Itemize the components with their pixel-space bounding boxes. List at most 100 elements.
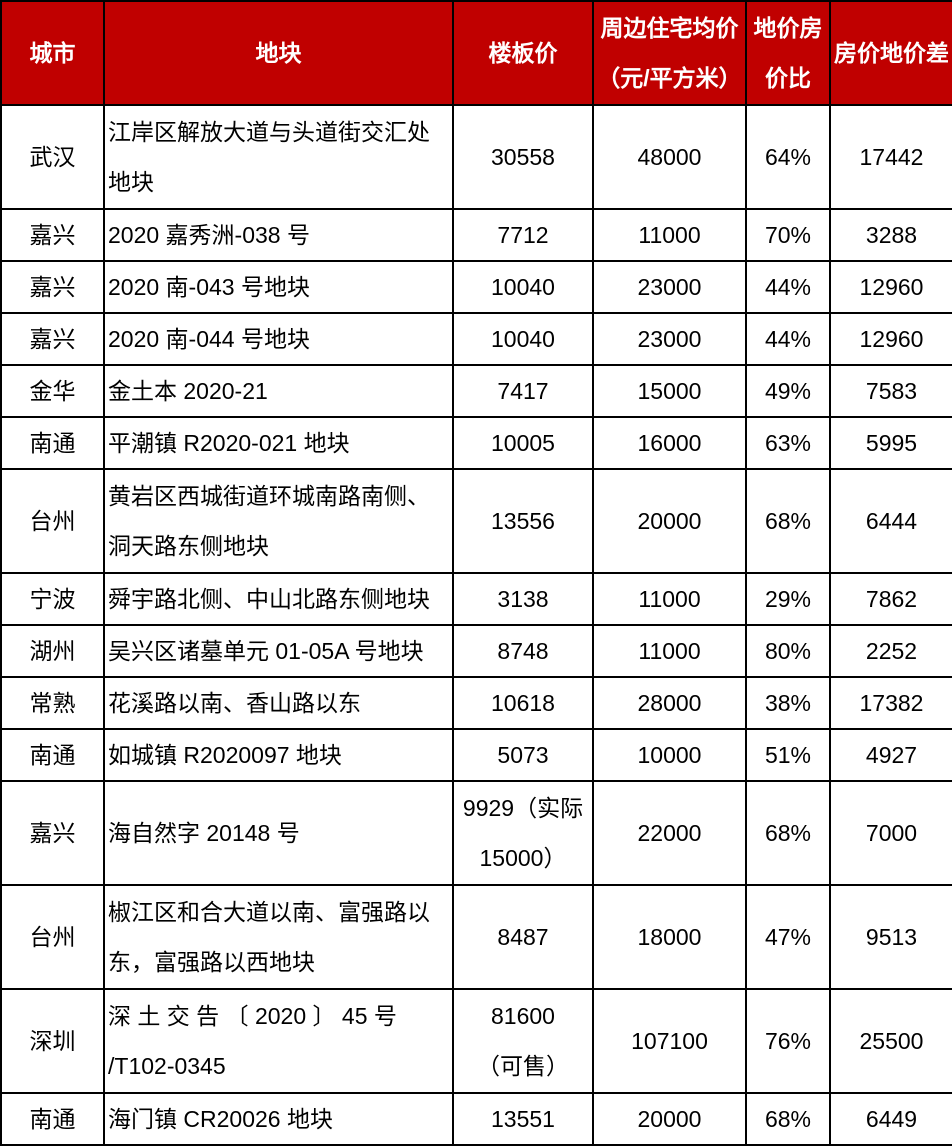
ratio-cell: 38% — [745, 676, 831, 730]
city-cell: 南通 — [0, 1092, 105, 1146]
plot-cell: 黄岩区西城街道环城南路南侧、 洞天路东侧地块 — [103, 468, 454, 574]
price-gap-cell: 6444 — [829, 468, 952, 574]
price-gap-cell: 9513 — [829, 884, 952, 990]
ratio-cell: 68% — [745, 780, 831, 886]
price-gap-cell: 12960 — [829, 312, 952, 366]
table-row: 常熟 花溪路以南、香山路以东 10618 28000 38% 17382 — [0, 676, 952, 730]
table-body: 武汉 江岸区解放大道与头道街交汇处 地块 30558 48000 64% 17442 嘉兴 2… — [0, 104, 952, 1146]
avg-price-cell: 10000 — [592, 728, 747, 782]
floor-price-cell: 7417 — [452, 364, 594, 418]
table-row: 南通 平潮镇 R2020-021 地块 10005 16000 63% 5995 — [0, 416, 952, 470]
city-cell: 金华 — [0, 364, 105, 418]
table-header: 城市 地块 楼板价 周边住宅均价 （元/平方米） 地价房 价比 房价地价差 — [0, 0, 952, 106]
ratio-cell: 49% — [745, 364, 831, 418]
header-row: 城市 地块 楼板价 周边住宅均价 （元/平方米） 地价房 价比 房价地价差 — [0, 0, 952, 106]
price-gap-cell: 3288 — [829, 208, 952, 262]
price-gap-cell: 12960 — [829, 260, 952, 314]
plot-cell: 深 土 交 告 〔 2020 〕 45 号 /T102-0345 — [103, 988, 454, 1094]
table-row: 嘉兴 2020 南-043 号地块 10040 23000 44% 12960 — [0, 260, 952, 314]
table-row: 宁波 舜宇路北侧、中山北路东侧地块 3138 11000 29% 7862 — [0, 572, 952, 626]
avg-price-cell: 22000 — [592, 780, 747, 886]
plot-cell: 吴兴区诸墓单元 01-05A 号地块 — [103, 624, 454, 678]
city-cell: 宁波 — [0, 572, 105, 626]
floor-price-cell: 8487 — [452, 884, 594, 990]
floor-price-cell: 7712 — [452, 208, 594, 262]
ratio-cell: 44% — [745, 312, 831, 366]
floor-price-cell: 8748 — [452, 624, 594, 678]
table-row: 台州 黄岩区西城街道环城南路南侧、 洞天路东侧地块 13556 20000 68% 644… — [0, 468, 952, 574]
ratio-cell: 76% — [745, 988, 831, 1094]
table-row: 湖州 吴兴区诸墓单元 01-05A 号地块 8748 11000 80% 2252 — [0, 624, 952, 678]
floor-price-cell: 9929（实际 15000） — [452, 780, 594, 886]
header-city: 城市 — [0, 0, 105, 106]
avg-price-cell: 28000 — [592, 676, 747, 730]
avg-price-cell: 18000 — [592, 884, 747, 990]
city-cell: 常熟 — [0, 676, 105, 730]
city-cell: 南通 — [0, 416, 105, 470]
avg-price-cell: 11000 — [592, 624, 747, 678]
table-row: 南通 海门镇 CR20026 地块 13551 20000 68% 6449 — [0, 1092, 952, 1146]
floor-price-cell: 30558 — [452, 104, 594, 210]
ratio-cell: 63% — [745, 416, 831, 470]
city-cell: 嘉兴 — [0, 312, 105, 366]
plot-cell: 花溪路以南、香山路以东 — [103, 676, 454, 730]
floor-price-cell: 10618 — [452, 676, 594, 730]
floor-price-cell: 5073 — [452, 728, 594, 782]
city-cell: 湖州 — [0, 624, 105, 678]
avg-price-cell: 20000 — [592, 1092, 747, 1146]
floor-price-cell: 3138 — [452, 572, 594, 626]
ratio-cell: 80% — [745, 624, 831, 678]
plot-cell: 江岸区解放大道与头道街交汇处 地块 — [103, 104, 454, 210]
avg-price-cell: 11000 — [592, 572, 747, 626]
avg-price-cell: 16000 — [592, 416, 747, 470]
avg-price-cell: 11000 — [592, 208, 747, 262]
avg-price-cell: 107100 — [592, 988, 747, 1094]
city-cell: 嘉兴 — [0, 260, 105, 314]
plot-cell: 椒江区和合大道以南、富强路以 东，富强路以西地块 — [103, 884, 454, 990]
table-row: 武汉 江岸区解放大道与头道街交汇处 地块 30558 48000 64% 17442 — [0, 104, 952, 210]
table-row: 嘉兴 海自然字 20148 号 9929（实际 15000） 22000 68% 7000 — [0, 780, 952, 886]
price-gap-cell: 7862 — [829, 572, 952, 626]
header-price-gap: 房价地价差 — [829, 0, 952, 106]
ratio-cell: 44% — [745, 260, 831, 314]
table-row: 嘉兴 2020 南-044 号地块 10040 23000 44% 12960 — [0, 312, 952, 366]
city-cell: 嘉兴 — [0, 208, 105, 262]
avg-price-cell: 23000 — [592, 260, 747, 314]
plot-cell: 2020 嘉秀洲-038 号 — [103, 208, 454, 262]
header-plot: 地块 — [103, 0, 454, 106]
table-row: 深圳深 土 交 告 〔 2020 〕 45 号 /T102-0345 81600 … — [0, 988, 952, 1094]
plot-cell: 如城镇 R2020097 地块 — [103, 728, 454, 782]
table-row: 金华 金土本 2020-21 7417 15000 49% 7583 — [0, 364, 952, 418]
city-cell: 南通 — [0, 728, 105, 782]
plot-cell: 2020 南-043 号地块 — [103, 260, 454, 314]
city-cell: 台州 — [0, 884, 105, 990]
city-cell: 深圳 — [0, 988, 105, 1094]
ratio-cell: 51% — [745, 728, 831, 782]
plot-cell: 金土本 2020-21 — [103, 364, 454, 418]
table-row: 台州 椒江区和合大道以南、富强路以 东，富强路以西地块 8487 18000 47% 95… — [0, 884, 952, 990]
floor-price-cell: 81600 （可售） — [452, 988, 594, 1094]
ratio-cell: 29% — [745, 572, 831, 626]
table-row: 南通 如城镇 R2020097 地块 5073 10000 51% 4927 — [0, 728, 952, 782]
table-row: 嘉兴 2020 嘉秀洲-038 号 7712 11000 70% 3288 — [0, 208, 952, 262]
floor-price-cell: 13556 — [452, 468, 594, 574]
floor-price-cell: 10005 — [452, 416, 594, 470]
price-gap-cell: 7583 — [829, 364, 952, 418]
price-gap-cell: 2252 — [829, 624, 952, 678]
ratio-cell: 47% — [745, 884, 831, 990]
city-cell: 台州 — [0, 468, 105, 574]
header-floor-price: 楼板价 — [452, 0, 594, 106]
avg-price-cell: 48000 — [592, 104, 747, 210]
ratio-cell: 68% — [745, 1092, 831, 1146]
plot-cell: 平潮镇 R2020-021 地块 — [103, 416, 454, 470]
price-gap-cell: 6449 — [829, 1092, 952, 1146]
ratio-cell: 70% — [745, 208, 831, 262]
price-gap-cell: 7000 — [829, 780, 952, 886]
price-gap-cell: 17442 — [829, 104, 952, 210]
price-gap-cell: 17382 — [829, 676, 952, 730]
price-gap-cell: 4927 — [829, 728, 952, 782]
floor-price-cell: 13551 — [452, 1092, 594, 1146]
header-avg-residential-price: 周边住宅均价 （元/平方米） — [592, 0, 747, 106]
floor-price-cell: 10040 — [452, 260, 594, 314]
